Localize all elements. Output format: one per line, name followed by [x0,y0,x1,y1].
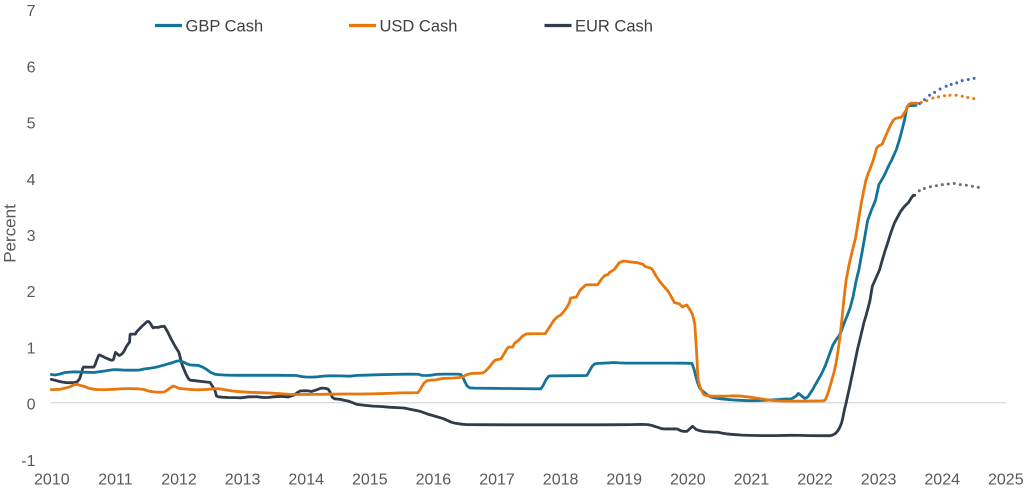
svg-text:2018: 2018 [543,472,579,488]
svg-text:EUR Cash: EUR Cash [575,18,653,36]
svg-text:2020: 2020 [670,472,706,488]
svg-text:2011: 2011 [98,472,133,488]
svg-text:2016: 2016 [416,472,452,488]
svg-text:3: 3 [27,228,36,245]
svg-text:2019: 2019 [606,472,642,488]
svg-text:2013: 2013 [225,472,261,488]
svg-text:2024: 2024 [924,472,960,488]
svg-text:2: 2 [27,284,36,301]
svg-text:7: 7 [27,3,36,20]
svg-text:6: 6 [27,59,36,76]
svg-text:2023: 2023 [861,472,897,488]
svg-text:4: 4 [27,172,36,189]
svg-text:2021: 2021 [734,472,770,488]
svg-text:1: 1 [27,340,36,357]
svg-text:2012: 2012 [161,472,197,488]
svg-text:2017: 2017 [479,472,515,488]
svg-text:0: 0 [27,397,36,414]
svg-text:USD Cash: USD Cash [380,18,458,36]
svg-text:Percent: Percent [1,204,20,263]
svg-text:2022: 2022 [797,472,833,488]
svg-text:2025: 2025 [988,472,1024,488]
svg-text:5: 5 [27,116,36,133]
svg-text:2015: 2015 [352,472,388,488]
svg-text:GBP Cash: GBP Cash [186,18,264,36]
svg-text:-1: -1 [21,453,35,470]
svg-text:2014: 2014 [288,472,324,488]
svg-text:2010: 2010 [34,472,70,488]
